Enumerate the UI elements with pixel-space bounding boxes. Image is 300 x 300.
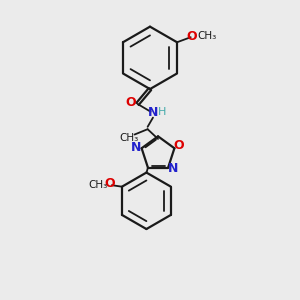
- Text: O: O: [186, 30, 196, 44]
- Text: H: H: [158, 107, 167, 117]
- Text: CH₃: CH₃: [88, 180, 107, 190]
- Text: CH₃: CH₃: [197, 31, 216, 41]
- Text: O: O: [105, 177, 116, 190]
- Text: N: N: [148, 106, 158, 119]
- Text: N: N: [131, 141, 142, 154]
- Text: CH₃: CH₃: [120, 133, 139, 143]
- Text: O: O: [125, 96, 136, 109]
- Text: O: O: [173, 139, 184, 152]
- Text: N: N: [168, 163, 179, 176]
